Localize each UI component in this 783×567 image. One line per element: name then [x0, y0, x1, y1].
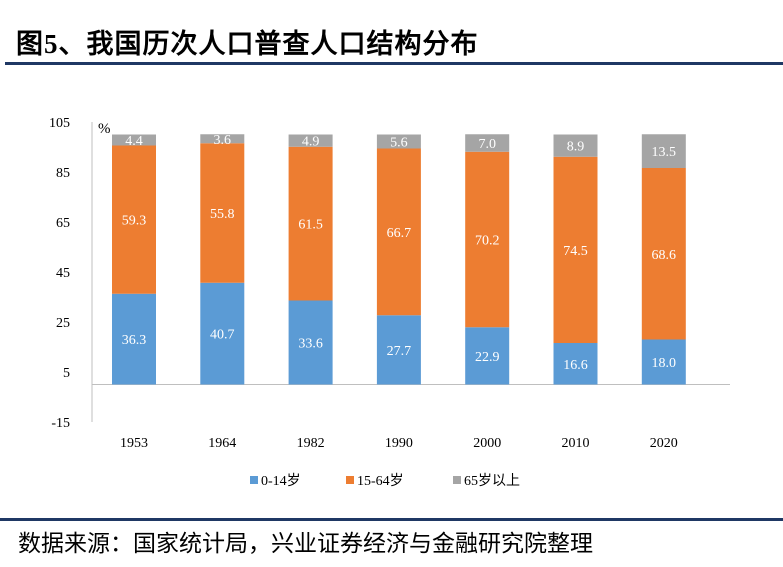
- data-label: 70.2: [475, 234, 500, 249]
- y-tick-label: 85: [56, 166, 70, 181]
- data-label: 16.6: [563, 358, 588, 373]
- chart-title: 图5、我国历次人口普查人口结构分布: [16, 29, 479, 59]
- bar-segment: [465, 151, 510, 328]
- bar-segment: [200, 282, 245, 385]
- x-tick-label: 1982: [297, 436, 325, 451]
- legend-label: 15-64岁: [357, 473, 404, 489]
- source-note: 数据来源：国家统计局，兴业证券经济与金融研究院整理: [18, 531, 593, 556]
- bar-segment: [288, 134, 333, 147]
- legend-label: 0-14岁: [261, 473, 301, 489]
- bar-segment: [112, 293, 156, 385]
- bar-segment: [376, 134, 421, 149]
- bar-segment: [288, 300, 333, 385]
- y-tick-label: 105: [49, 116, 70, 131]
- x-tick-label: 1990: [385, 436, 413, 451]
- bar-segment: [376, 148, 421, 316]
- data-label: 55.8: [210, 207, 235, 222]
- y-tick-label: 25: [56, 316, 70, 331]
- bar-segment: [112, 134, 156, 146]
- bar-segment: [376, 315, 421, 385]
- data-label: 4.9: [302, 135, 320, 150]
- legend-swatch: [346, 476, 354, 484]
- x-tick-label: 1964: [208, 436, 236, 451]
- data-label: 33.6: [298, 337, 323, 352]
- x-tick-label: 1953: [120, 436, 148, 451]
- data-label: 4.4: [125, 134, 143, 149]
- data-label: 59.3: [122, 214, 147, 229]
- y-tick-label: 45: [56, 266, 70, 281]
- data-label: 40.7: [210, 328, 235, 343]
- title-divider: [5, 62, 783, 65]
- data-label: 61.5: [298, 218, 323, 233]
- data-label: 7.0: [478, 137, 496, 152]
- bar-segment: [553, 134, 598, 157]
- y-tick-label: 65: [56, 216, 70, 231]
- data-label: 68.6: [652, 248, 677, 263]
- legend-label: 65岁以上: [464, 473, 520, 489]
- data-label: 3.6: [214, 133, 232, 148]
- bar-segment: [641, 134, 686, 168]
- bar-segment: [641, 339, 686, 385]
- data-label: 66.7: [387, 226, 412, 241]
- y-unit-label: %: [98, 121, 111, 137]
- data-label: 13.5: [652, 145, 677, 160]
- bar-segment: [112, 145, 156, 294]
- data-label: 74.5: [563, 244, 588, 259]
- bar-segment: [288, 146, 333, 301]
- bar-segment: [465, 327, 510, 385]
- data-label: 18.0: [652, 356, 677, 371]
- data-label: 27.7: [387, 344, 412, 359]
- y-tick-label: 5: [63, 366, 70, 381]
- x-tick-label: 2000: [473, 436, 501, 451]
- data-label: 22.9: [475, 350, 500, 365]
- data-label: 36.3: [122, 333, 147, 348]
- legend-swatch: [453, 476, 461, 484]
- x-tick-label: 2020: [650, 436, 678, 451]
- bar-segment: [200, 134, 245, 144]
- bar-segment: [200, 143, 245, 283]
- bar-segment: [553, 343, 598, 385]
- x-tick-label: 2010: [562, 436, 590, 451]
- bar-segment: [641, 168, 686, 340]
- data-label: 8.9: [567, 140, 585, 155]
- bar-segment: [465, 134, 510, 152]
- data-label: 5.6: [390, 136, 408, 151]
- bar-segment: [553, 156, 598, 343]
- legend-swatch: [250, 476, 258, 484]
- y-tick-label: -15: [51, 416, 70, 431]
- source-divider: [0, 518, 783, 521]
